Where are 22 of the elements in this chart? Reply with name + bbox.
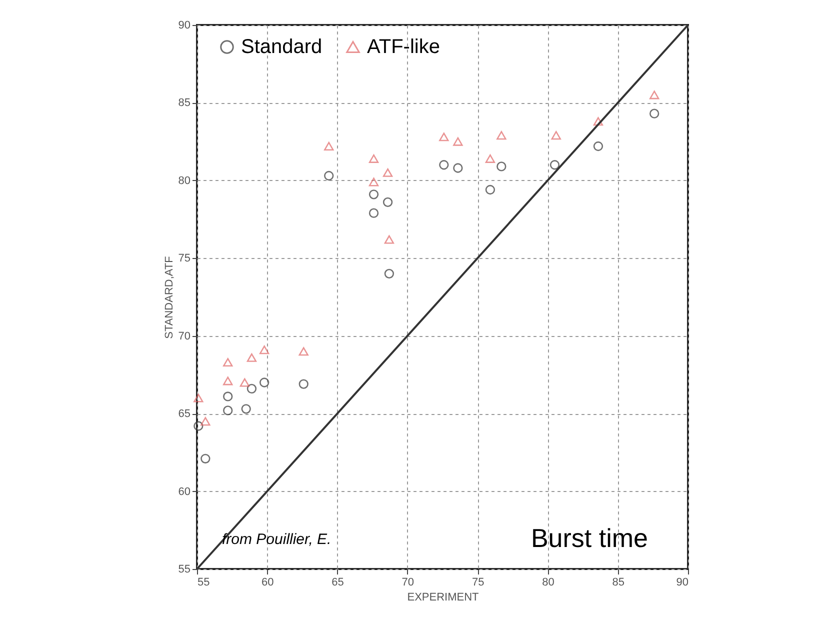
y-tick-label: 75 [178,252,190,265]
y-tick-label: 90 [178,20,190,32]
x-axis-title: EXPERIMENT [407,592,480,604]
legend-label: ATF-like [367,36,440,58]
legend-label: Standard [241,36,322,58]
y-tick-label: 85 [178,97,190,110]
y-tick-label: 65 [178,408,190,420]
annotation: from Pouillier, E. [222,531,332,548]
y-tick-label: 55 [178,564,190,576]
x-tick-label: 65 [332,576,344,588]
y-axis-title: STANDARD,ATF [163,256,176,339]
y-tick-label: 80 [178,174,190,187]
x-tick-label: 85 [612,576,624,588]
x-tick-label: 70 [402,576,414,588]
x-tick-label: 60 [262,576,274,588]
x-tick-label: 55 [198,576,210,588]
x-tick-label: 80 [542,576,554,588]
y-tick-label: 60 [178,486,190,498]
x-tick-label: 75 [472,576,484,588]
annotation: Burst time [530,523,648,553]
y-tick-label: 70 [178,330,190,342]
x-tick-label: 90 [676,576,688,588]
